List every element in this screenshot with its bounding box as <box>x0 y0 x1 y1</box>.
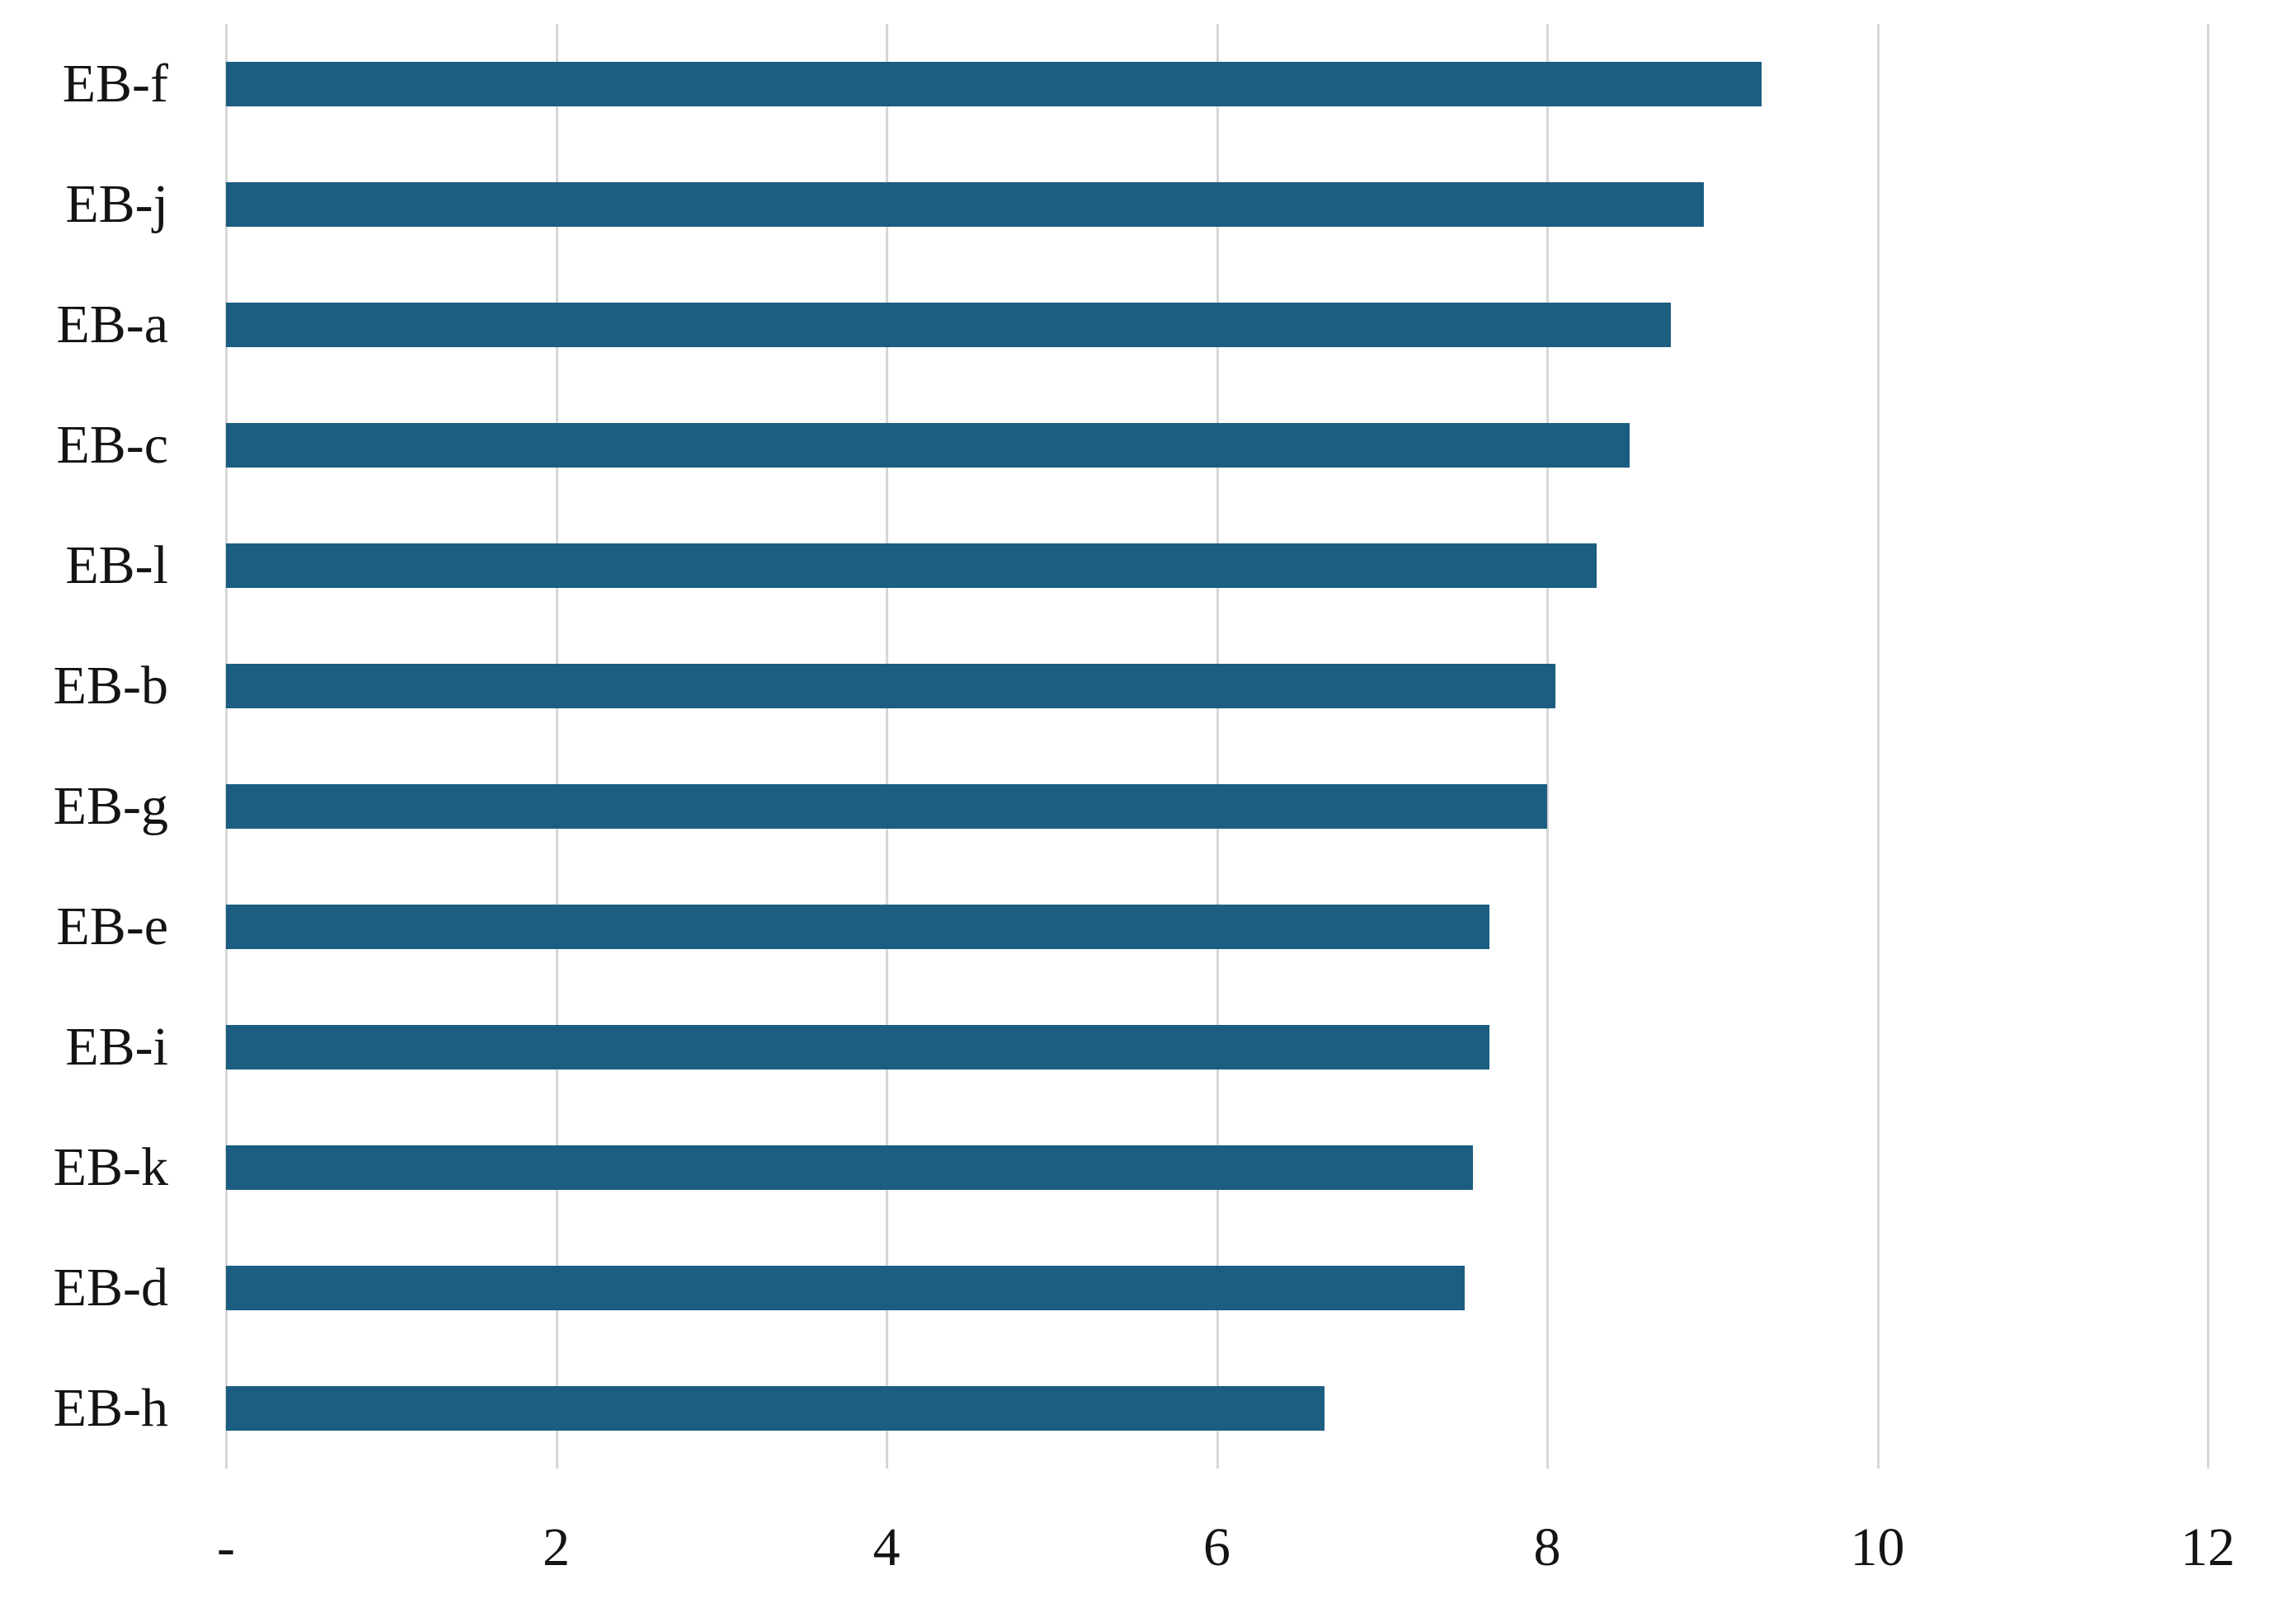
x-tick-label: 10 <box>1850 1517 1905 1577</box>
bar-row <box>226 505 2208 626</box>
bar-EB-a <box>226 303 1672 347</box>
gridline <box>1546 24 1549 1469</box>
y-category-label: EB-c <box>56 415 168 475</box>
bar-EB-b <box>226 664 1555 708</box>
y-category-label: EB-g <box>53 776 168 836</box>
x-tick-label: - <box>217 1517 235 1577</box>
bar-row <box>226 1228 2208 1348</box>
y-category-label: EB-l <box>65 535 168 595</box>
y-category-label: EB-j <box>65 174 168 234</box>
gridline <box>886 24 888 1469</box>
bar-row <box>226 1107 2208 1228</box>
x-tick-label: 4 <box>873 1517 901 1577</box>
y-category-label: EB-e <box>56 896 168 957</box>
bar-row <box>226 626 2208 746</box>
bar-row <box>226 987 2208 1107</box>
gridline <box>1876 24 1880 1469</box>
bar-EB-e <box>226 905 1489 949</box>
bar-row <box>226 144 2208 265</box>
x-tick-label: 2 <box>543 1517 570 1577</box>
x-tick-label: 6 <box>1203 1517 1230 1577</box>
bar-row <box>226 265 2208 385</box>
y-category-label: EB-k <box>53 1137 168 1197</box>
category-axis-line <box>225 24 228 1469</box>
bar-row <box>226 1348 2208 1469</box>
bar-EB-k <box>226 1145 1473 1190</box>
gridline <box>1216 24 1219 1469</box>
bar-EB-f <box>226 62 1762 106</box>
value-axis: - 2 4 6 8 10 12 <box>217 1469 2235 1603</box>
gridline <box>2207 24 2209 1469</box>
bar-row <box>226 746 2208 867</box>
bar-EB-j <box>226 182 1705 227</box>
y-category-label: EB-a <box>56 294 168 355</box>
y-category-label: EB-d <box>53 1257 168 1318</box>
x-tick-label: 12 <box>2181 1517 2235 1577</box>
y-category-label: EB-b <box>53 656 168 716</box>
y-category-label: EB-i <box>65 1017 168 1077</box>
bar-EB-d <box>226 1266 1465 1310</box>
x-tick-label: 8 <box>1533 1517 1561 1577</box>
bar-EB-l <box>226 543 1597 588</box>
category-axis: EB-f EB-j EB-a EB-c EB-l EB-b EB-g EB-e EB-i EB-k… <box>0 0 168 1603</box>
bar-row <box>226 24 2208 144</box>
bar-EB-c <box>226 423 1630 468</box>
bar-EB-i <box>226 1025 1489 1069</box>
bar-EB-h <box>226 1386 1324 1431</box>
plot-area <box>225 24 2209 1469</box>
gridline <box>555 24 558 1469</box>
bar-row <box>226 867 2208 987</box>
bar-EB-g <box>226 784 1547 829</box>
y-category-label: EB-f <box>62 54 168 114</box>
y-category-label: EB-h <box>53 1378 168 1438</box>
bar-row <box>226 385 2208 505</box>
